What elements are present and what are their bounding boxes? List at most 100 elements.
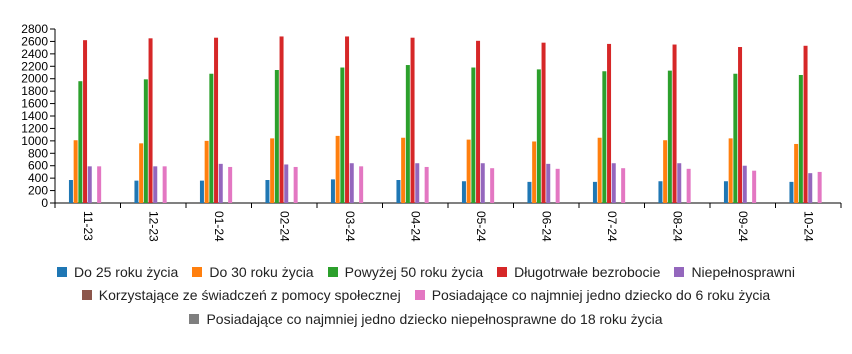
bar	[73, 140, 78, 203]
bar	[279, 36, 284, 204]
bar	[349, 163, 354, 203]
legend-item[interactable]: Do 25 roku życia	[57, 264, 178, 280]
x-tick-label: 01-24	[212, 211, 226, 242]
y-tick-label: 1800	[21, 84, 48, 98]
bar	[742, 165, 747, 203]
legend-swatch	[81, 290, 92, 301]
bar	[214, 37, 219, 204]
bar	[536, 69, 541, 204]
bar	[199, 180, 204, 203]
legend-item[interactable]: Długotrwałe bezrobocie	[497, 264, 660, 280]
y-tick-label: 800	[28, 146, 48, 160]
bar	[424, 166, 429, 203]
legend-item[interactable]: Powyżej 50 roku życia	[327, 264, 483, 280]
bar	[607, 43, 612, 203]
bar	[527, 181, 532, 203]
bar	[794, 143, 799, 203]
legend-item[interactable]: Posiadające co najmniej jedno dziecko do…	[414, 287, 770, 303]
bar	[602, 71, 607, 203]
bar	[621, 168, 626, 203]
y-tick-label: 200	[28, 184, 48, 198]
bar	[139, 143, 144, 203]
bar	[218, 163, 223, 203]
bar	[148, 38, 153, 204]
legend-item[interactable]: Posiadające co najmniej jedno dziecko ni…	[189, 310, 663, 327]
bar	[461, 181, 466, 203]
bar	[265, 180, 270, 203]
legend-swatch	[189, 313, 200, 324]
y-tick-label: 2400	[21, 47, 48, 61]
y-tick-label: 2600	[21, 34, 48, 48]
legend-swatch	[192, 266, 203, 277]
bar	[728, 138, 733, 203]
bar	[611, 163, 616, 203]
x-tick-label: 10-24	[801, 211, 815, 242]
bar	[68, 180, 73, 203]
bar	[738, 47, 743, 204]
x-tick-label: 03-24	[343, 211, 357, 242]
bar	[97, 166, 102, 203]
legend-label: Korzystające ze świadczeń z pomocy społe…	[98, 287, 401, 304]
bar	[359, 166, 364, 203]
bar	[546, 163, 551, 203]
bar	[345, 36, 350, 204]
bar	[733, 73, 738, 203]
bar	[677, 163, 682, 203]
legend-item[interactable]: Korzystające ze świadczeń z pomocy społe…	[81, 287, 401, 304]
bar	[555, 168, 560, 203]
bar	[401, 137, 406, 203]
legend-swatch	[57, 266, 68, 277]
y-tick-label: 2800	[21, 22, 48, 36]
bar	[284, 164, 289, 203]
bar	[597, 137, 602, 203]
y-tick-label: 1200	[21, 121, 48, 135]
y-tick-label: 1000	[21, 134, 48, 148]
bar	[340, 67, 345, 204]
x-tick-label: 07-24	[605, 211, 619, 242]
legend-item[interactable]: Do 30 roku życia	[192, 264, 314, 280]
x-tick-label: 02-24	[277, 211, 291, 242]
legend-swatch	[497, 266, 508, 277]
legend-row: Posiadające co najmniej jedno dziecko ni…	[0, 307, 852, 331]
bar	[667, 70, 672, 203]
y-tick-label: 600	[28, 159, 48, 173]
chart: 0200400600800100012001400160018002000220…	[21, 22, 842, 242]
bar	[471, 67, 476, 204]
bar	[658, 181, 663, 203]
y-tick-label: 2200	[21, 59, 48, 73]
bar	[335, 135, 340, 203]
y-tick-label: 1400	[21, 109, 48, 123]
bar	[87, 166, 92, 203]
bar	[672, 44, 677, 204]
bar	[415, 163, 420, 203]
legend-label: Długotrwałe bezrobocie	[514, 263, 661, 280]
bar	[78, 81, 83, 203]
bar	[83, 40, 88, 203]
bar	[405, 65, 410, 204]
bar	[466, 139, 471, 203]
legend-swatch	[414, 290, 425, 301]
y-tick-label: 2000	[21, 72, 48, 86]
bar	[686, 168, 691, 203]
legend-row: Korzystające ze świadczeń z pomocy społe…	[0, 284, 852, 308]
bar	[134, 180, 139, 203]
x-tick-label: 05-24	[474, 211, 488, 242]
y-tick-label: 0	[41, 196, 48, 210]
bar	[490, 168, 495, 203]
legend-row: Do 25 roku życia Do 30 roku życia Powyżej …	[0, 260, 852, 284]
bar	[752, 170, 757, 203]
legend-item[interactable]: Niepełnosprawni	[674, 264, 795, 280]
legend-swatch	[327, 266, 338, 277]
legend-label: Posiadające co najmniej jedno dziecko ni…	[206, 310, 663, 327]
bar	[204, 140, 209, 203]
bar	[817, 171, 822, 203]
x-tick-label: 11-23	[81, 211, 95, 241]
bar	[789, 181, 794, 203]
bar	[532, 141, 537, 203]
bar	[476, 40, 481, 203]
bar	[663, 140, 668, 203]
bar	[808, 173, 813, 203]
bar	[143, 79, 148, 203]
bar	[480, 163, 485, 203]
